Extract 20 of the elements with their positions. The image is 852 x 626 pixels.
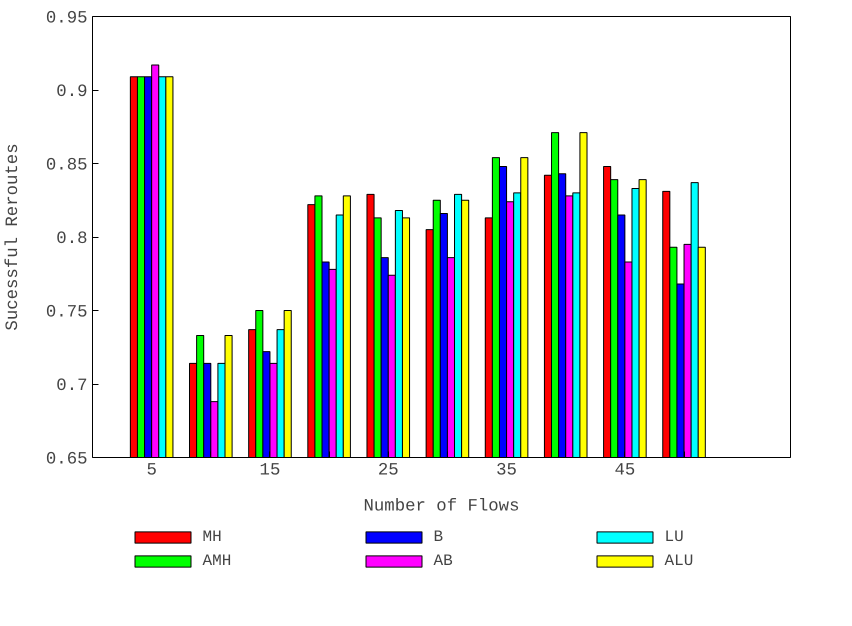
x-tick-label: 5 [146,462,157,480]
legend-label: AMH [202,552,232,570]
y-tick-label: 0.8 [56,230,88,249]
y-tick-label: 0.85 [46,156,88,176]
y-axis-title: Sucessful Reroutes [4,143,23,331]
y-tick-label: 0.7 [56,377,88,396]
legend-label: ALU [664,552,694,570]
legend-label: B [434,528,444,546]
x-tick-label: 45 [614,462,636,480]
x-axis-title: Number of Flows [364,498,520,516]
legend-label: MH [202,528,223,546]
legend-label: LU [664,528,685,546]
y-tick-label: 0.9 [56,83,88,102]
y-tick-label: 0.65 [46,450,88,470]
y-tick-label: 0.75 [46,304,88,322]
x-tick-label: 35 [496,462,517,480]
x-tick-label: 25 [378,462,399,480]
x-tick-label: 15 [260,462,280,480]
y-tick-label: 0.95 [46,10,88,28]
legend-label: AB [434,552,454,570]
